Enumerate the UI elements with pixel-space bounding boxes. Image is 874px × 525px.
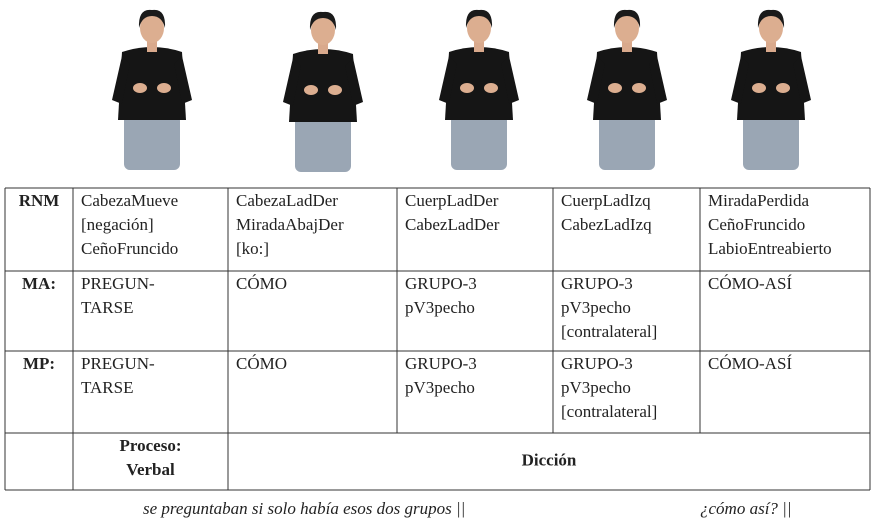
photo	[283, 11, 363, 173]
cell-text: CabezaMueve	[81, 191, 178, 210]
photo	[587, 9, 667, 171]
process-label: Proceso:	[120, 436, 182, 455]
cell-text: pV3pecho	[405, 378, 475, 397]
cell-text: [negación]	[81, 215, 154, 234]
row-label: RNM	[19, 191, 60, 210]
cell-text: MiradaAbajDer	[236, 215, 344, 234]
cell-text: GRUPO-3	[405, 274, 477, 293]
cell-text: pV3pecho	[561, 378, 631, 397]
cell-text: CÓMO-ASÍ	[708, 354, 792, 373]
photo	[731, 9, 811, 171]
cell-text: CabezLadDer	[405, 215, 500, 234]
cell-text: GRUPO-3	[561, 354, 633, 373]
diction-label: Dicción	[522, 450, 577, 469]
cell-text: CÓMO	[236, 354, 287, 373]
cell-text: [contralateral]	[561, 402, 657, 421]
photos	[112, 9, 811, 173]
photo	[112, 9, 192, 171]
cell-text: TARSE	[81, 378, 133, 397]
caption-right: ¿cómo así? ||	[700, 499, 792, 518]
cell-text: GRUPO-3	[561, 274, 633, 293]
cell-text: CÓMO-ASÍ	[708, 274, 792, 293]
table: RNM CabezaMueve [negación] CeñoFruncido Cabe…	[4, 187, 871, 491]
cell-text: CuerpLadIzq	[561, 191, 651, 210]
row-label: MA:	[22, 274, 56, 293]
caption-left: se preguntaban si solo había esos dos gr…	[143, 499, 465, 518]
cell-text: CeñoFruncido	[708, 215, 805, 234]
cell-text: [contralateral]	[561, 322, 657, 341]
cell-text: MiradaPerdida	[708, 191, 809, 210]
cell-text: CabezaLadDer	[236, 191, 338, 210]
cell-text: CÓMO	[236, 274, 287, 293]
cell-text: PREGUN-	[81, 354, 155, 373]
cell-text: TARSE	[81, 298, 133, 317]
cell-text: GRUPO-3	[405, 354, 477, 373]
cell-text: CeñoFruncido	[81, 239, 178, 258]
cell-text: PREGUN-	[81, 274, 155, 293]
cell-text: pV3pecho	[405, 298, 475, 317]
photo	[439, 9, 519, 171]
row-label: MP:	[23, 354, 55, 373]
cell-text: CabezLadIzq	[561, 215, 652, 234]
cell-text: CuerpLadDer	[405, 191, 499, 210]
cell-text: pV3pecho	[561, 298, 631, 317]
cell-text: [ko:]	[236, 239, 269, 258]
cell-text: LabioEntreabierto	[708, 239, 832, 258]
process-label: Verbal	[126, 460, 175, 479]
